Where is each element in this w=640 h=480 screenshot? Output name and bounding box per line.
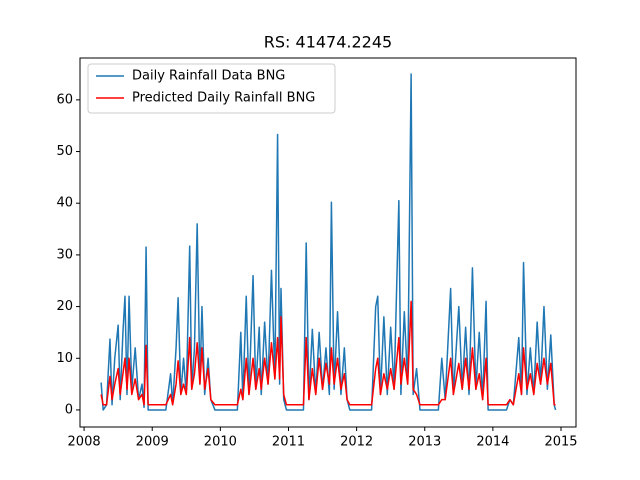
x-tick-label: 2012	[340, 435, 373, 450]
chart-title: RS: 41474.2245	[264, 33, 392, 52]
y-tick-label: 50	[56, 144, 73, 159]
x-tick-label: 2015	[544, 435, 577, 450]
plot-frame	[79, 57, 577, 428]
x-tick-label: 2010	[204, 435, 237, 450]
x-tick-label: 2011	[272, 435, 305, 450]
legend-label: Daily Rainfall Data BNG	[132, 69, 285, 84]
legend-label: Predicted Daily Rainfall BNG	[132, 91, 315, 106]
data-line	[100, 73, 557, 411]
data-line	[100, 300, 556, 406]
x-tick-label: 2014	[476, 435, 509, 450]
y-tick-label: 40	[56, 196, 73, 211]
y-tick-label: 30	[56, 247, 73, 262]
x-tick-label: 2013	[408, 435, 441, 450]
legend-box	[87, 63, 336, 114]
y-tick-label: 0	[65, 402, 73, 417]
x-tick-label: 2008	[68, 435, 101, 450]
y-tick-label: 60	[56, 92, 73, 107]
y-tick-label: 10	[56, 351, 73, 366]
y-tick-label: 20	[56, 299, 73, 314]
x-tick-label: 2009	[136, 435, 169, 450]
